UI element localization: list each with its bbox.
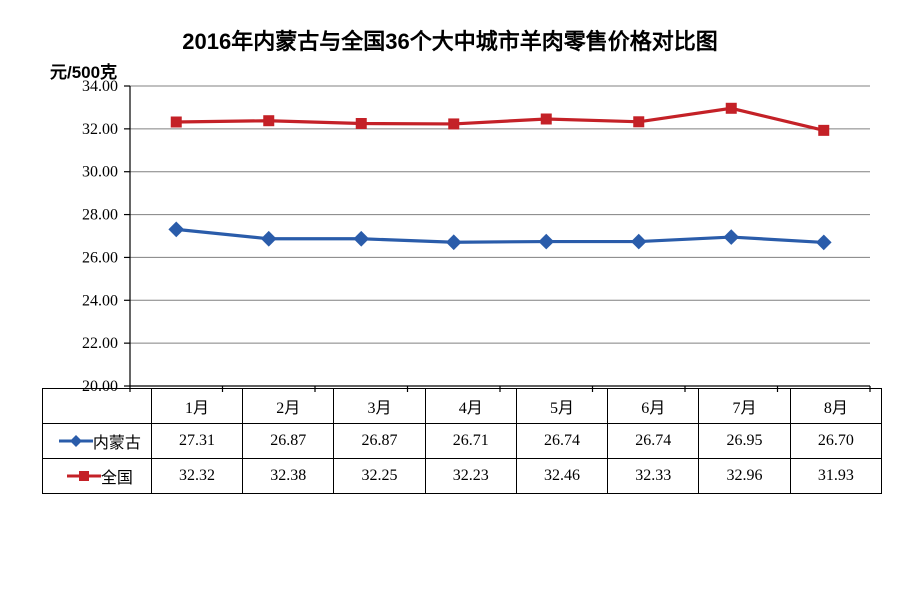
series-name: 全国 bbox=[101, 470, 133, 487]
data-table: 1月2月3月4月5月6月7月8月 内蒙古 27.3126.8726.8726.7… bbox=[42, 388, 882, 494]
square-marker-icon bbox=[67, 469, 101, 483]
table-header-row: 1月2月3月4月5月6月7月8月 bbox=[43, 389, 882, 424]
table-month-header: 1月 bbox=[151, 389, 242, 424]
chart-area: 元/500克 20.0022.0024.0026.0028.0030.0032.… bbox=[10, 56, 890, 392]
table-cell: 26.95 bbox=[699, 424, 790, 459]
table-cell: 32.25 bbox=[334, 459, 425, 494]
table-month-header: 4月 bbox=[425, 389, 516, 424]
table-cell: 26.87 bbox=[334, 424, 425, 459]
chart-svg: 20.0022.0024.0026.0028.0030.0032.0034.00 bbox=[10, 56, 890, 392]
svg-text:30.00: 30.00 bbox=[82, 164, 118, 181]
table-month-header: 8月 bbox=[790, 389, 881, 424]
table-cell: 27.31 bbox=[151, 424, 242, 459]
table-month-header: 5月 bbox=[516, 389, 607, 424]
svg-text:32.00: 32.00 bbox=[82, 121, 118, 138]
svg-text:22.00: 22.00 bbox=[82, 335, 118, 352]
series-name: 内蒙古 bbox=[93, 435, 141, 452]
table-cell: 32.96 bbox=[699, 459, 790, 494]
table-month-header: 2月 bbox=[243, 389, 334, 424]
table-cell: 32.33 bbox=[608, 459, 699, 494]
legend-cell-1: 全国 bbox=[43, 459, 152, 494]
table-month-header: 7月 bbox=[699, 389, 790, 424]
table-row: 全国 32.3232.3832.2532.2332.4632.3332.9631… bbox=[43, 459, 882, 494]
table-cell: 32.38 bbox=[243, 459, 334, 494]
table-cell: 26.74 bbox=[516, 424, 607, 459]
table-cell: 26.74 bbox=[608, 424, 699, 459]
legend-cell-0: 内蒙古 bbox=[43, 424, 152, 459]
svg-text:24.00: 24.00 bbox=[82, 292, 118, 309]
table-month-header: 6月 bbox=[608, 389, 699, 424]
table-cell: 26.87 bbox=[243, 424, 334, 459]
chart-title: 2016年内蒙古与全国36个大中城市羊肉零售价格对比图 bbox=[0, 0, 900, 56]
table-cell: 26.70 bbox=[790, 424, 881, 459]
table-cell: 32.23 bbox=[425, 459, 516, 494]
table-cell: 26.71 bbox=[425, 424, 516, 459]
table-cell: 31.93 bbox=[790, 459, 881, 494]
table-cell: 32.32 bbox=[151, 459, 242, 494]
table-corner-cell bbox=[43, 389, 152, 424]
table-row: 内蒙古 27.3126.8726.8726.7126.7426.7426.952… bbox=[43, 424, 882, 459]
svg-text:28.00: 28.00 bbox=[82, 207, 118, 224]
y-axis-unit-label: 元/500克 bbox=[50, 58, 117, 83]
svg-text:20.00: 20.00 bbox=[82, 378, 118, 392]
diamond-marker-icon bbox=[59, 434, 93, 448]
table-cell: 32.46 bbox=[516, 459, 607, 494]
table-month-header: 3月 bbox=[334, 389, 425, 424]
svg-text:26.00: 26.00 bbox=[82, 249, 118, 266]
